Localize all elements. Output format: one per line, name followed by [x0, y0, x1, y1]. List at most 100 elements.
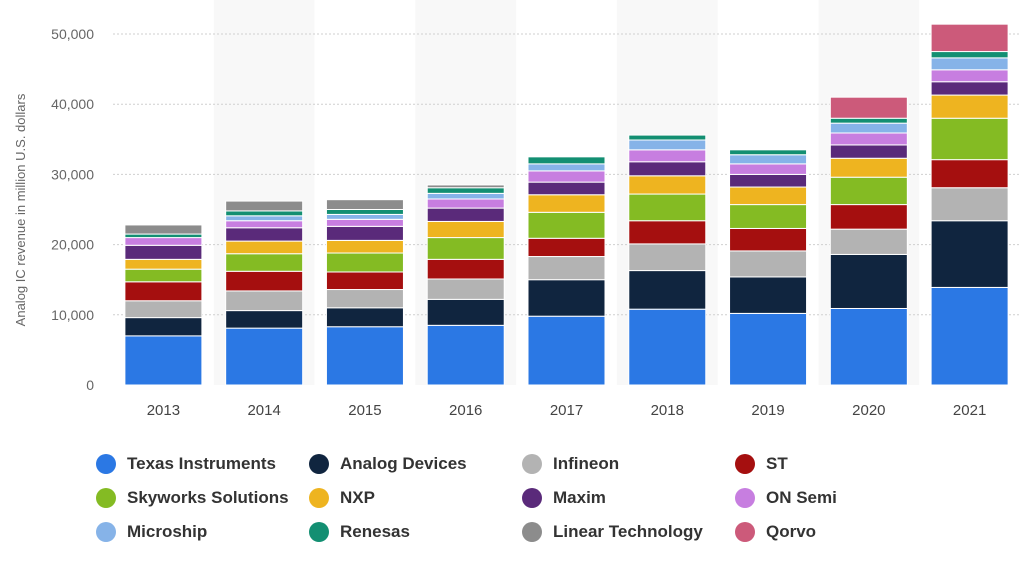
- bar-segment[interactable]: [325, 209, 404, 215]
- bar-segment[interactable]: [729, 186, 808, 206]
- bar-segment[interactable]: [225, 270, 304, 292]
- bar-segment[interactable]: [325, 225, 404, 241]
- bar-segment[interactable]: [325, 239, 404, 254]
- bar-segment[interactable]: [930, 117, 1009, 161]
- bar-segment[interactable]: [829, 204, 908, 230]
- legend-item[interactable]: ST: [735, 452, 948, 475]
- bar-segment[interactable]: [426, 258, 505, 280]
- bar-segment[interactable]: [729, 276, 808, 314]
- bar-segment[interactable]: [628, 149, 707, 163]
- bar-segment[interactable]: [729, 173, 808, 188]
- bar-segment[interactable]: [225, 227, 304, 242]
- legend-item[interactable]: Analog Devices: [309, 452, 522, 475]
- bar-segment[interactable]: [628, 134, 707, 141]
- legend-item[interactable]: Infineon: [522, 452, 735, 475]
- legend-item[interactable]: Qorvo: [735, 520, 948, 543]
- bar-segment[interactable]: [930, 69, 1009, 83]
- bar-segment[interactable]: [930, 81, 1009, 96]
- bar-segment[interactable]: [930, 187, 1009, 222]
- bar-segment[interactable]: [527, 211, 606, 239]
- bar-segment[interactable]: [527, 237, 606, 258]
- bar-segment[interactable]: [124, 224, 203, 235]
- bar-segment[interactable]: [124, 237, 203, 246]
- bar-segment[interactable]: [829, 307, 908, 386]
- bar-segment[interactable]: [426, 298, 505, 326]
- bar-segment[interactable]: [527, 256, 606, 281]
- bar-segment[interactable]: [729, 154, 808, 165]
- bar-segment[interactable]: [325, 307, 404, 328]
- bar-segment[interactable]: [225, 210, 304, 217]
- bar-segment[interactable]: [829, 157, 908, 178]
- bar-segment[interactable]: [225, 240, 304, 255]
- bar-segment[interactable]: [729, 250, 808, 278]
- bar-segment[interactable]: [124, 335, 203, 386]
- bar-segment[interactable]: [628, 308, 707, 386]
- bar-segment[interactable]: [426, 324, 505, 386]
- bar-segment[interactable]: [930, 159, 1009, 189]
- bar-segment[interactable]: [729, 312, 808, 386]
- bar-segment[interactable]: [124, 317, 203, 337]
- bar-segment[interactable]: [124, 244, 203, 260]
- bar-segment[interactable]: [124, 281, 203, 302]
- bar-segment[interactable]: [124, 233, 203, 239]
- bar-segment[interactable]: [426, 184, 505, 189]
- bar-segment[interactable]: [829, 176, 908, 206]
- bar-segment[interactable]: [225, 327, 304, 386]
- bar-segment[interactable]: [930, 286, 1009, 386]
- bar-segment[interactable]: [325, 289, 404, 309]
- bar-segment[interactable]: [628, 193, 707, 222]
- bar-segment[interactable]: [628, 220, 707, 245]
- legend-item[interactable]: Texas Instruments: [96, 452, 309, 475]
- bar-segment[interactable]: [426, 237, 505, 260]
- bar-segment[interactable]: [628, 270, 707, 310]
- bar-segment[interactable]: [527, 156, 606, 165]
- bar-segment[interactable]: [426, 278, 505, 300]
- bar-segment[interactable]: [325, 218, 404, 227]
- bar-segment[interactable]: [527, 181, 606, 196]
- bar-segment[interactable]: [225, 220, 304, 229]
- bar-segment[interactable]: [930, 23, 1009, 53]
- bar-segment[interactable]: [930, 94, 1009, 119]
- legend-item[interactable]: ON Semi: [735, 486, 948, 509]
- bar-segment[interactable]: [729, 204, 808, 229]
- bar-segment[interactable]: [325, 213, 404, 220]
- bar-segment[interactable]: [225, 290, 304, 312]
- bar-segment[interactable]: [325, 326, 404, 386]
- bar-segment[interactable]: [225, 200, 304, 212]
- bar-segment[interactable]: [829, 253, 908, 309]
- bar-segment[interactable]: [426, 187, 505, 194]
- legend-item[interactable]: Linear Technology: [522, 520, 735, 543]
- bar-segment[interactable]: [426, 198, 505, 209]
- bar-segment[interactable]: [829, 122, 908, 134]
- bar-segment[interactable]: [124, 268, 203, 283]
- bar-segment[interactable]: [829, 117, 908, 124]
- bar-segment[interactable]: [426, 220, 505, 239]
- bar-segment[interactable]: [628, 243, 707, 272]
- bar-segment[interactable]: [225, 215, 304, 222]
- bar-segment[interactable]: [729, 149, 808, 156]
- bar-segment[interactable]: [527, 163, 606, 172]
- bar-segment[interactable]: [527, 279, 606, 317]
- legend-item[interactable]: Skyworks Solutions: [96, 486, 309, 509]
- bar-segment[interactable]: [628, 161, 707, 177]
- bar-segment[interactable]: [930, 57, 1009, 71]
- legend-item[interactable]: NXP: [309, 486, 522, 509]
- bar-segment[interactable]: [729, 163, 808, 175]
- bar-segment[interactable]: [628, 175, 707, 195]
- bar-segment[interactable]: [124, 258, 203, 270]
- bar-segment[interactable]: [527, 315, 606, 386]
- bar-segment[interactable]: [225, 310, 304, 329]
- bar-segment[interactable]: [930, 220, 1009, 288]
- bar-segment[interactable]: [628, 139, 707, 151]
- bar-segment[interactable]: [729, 227, 808, 252]
- bar-segment[interactable]: [124, 300, 203, 319]
- legend-item[interactable]: Renesas: [309, 520, 522, 543]
- bar-segment[interactable]: [829, 144, 908, 159]
- bar-segment[interactable]: [325, 199, 404, 210]
- bar-segment[interactable]: [325, 252, 404, 273]
- bar-segment[interactable]: [325, 271, 404, 291]
- bar-segment[interactable]: [829, 132, 908, 146]
- bar-segment[interactable]: [829, 228, 908, 255]
- legend-item[interactable]: Microship: [96, 520, 309, 543]
- legend-item[interactable]: Maxim: [522, 486, 735, 509]
